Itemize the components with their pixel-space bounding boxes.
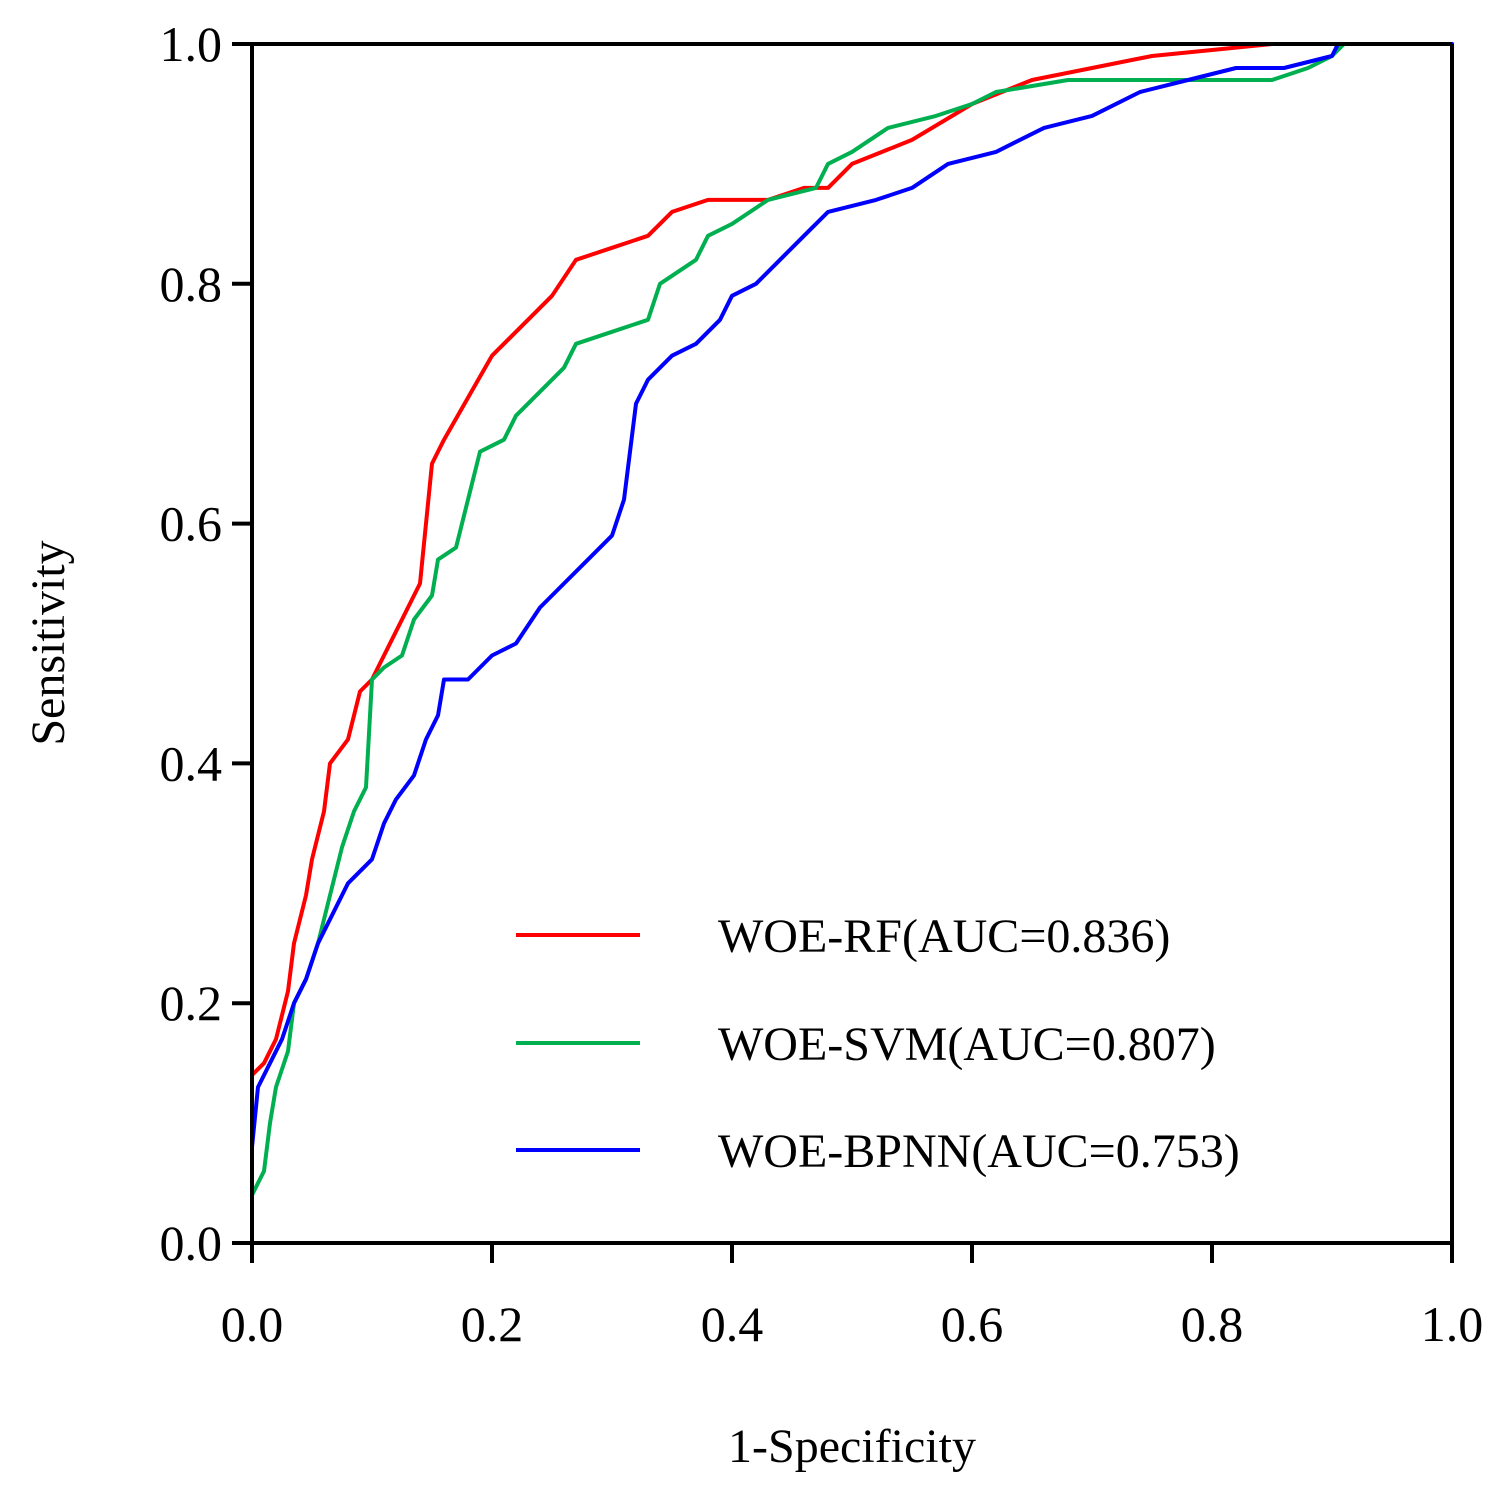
y-tick-label: 0.8: [160, 256, 223, 312]
x-tick-label: 0.2: [461, 1296, 524, 1352]
series-layer: [250, 42, 1454, 1245]
x-tick-label: 0.0: [221, 1296, 284, 1352]
x-tick-label: 0.4: [701, 1296, 764, 1352]
x-axis-title: 1-Specificity: [728, 1420, 976, 1473]
x-tick-label: 1.0: [1421, 1296, 1484, 1352]
y-tick-label: 0.2: [160, 975, 223, 1031]
series-line-2: [250, 42, 1454, 1245]
ticks-layer: 0.0 0.2 0.4 0.6 0.8 1.0 0.0 0.2 0.4 0.6 0.8 1.0: [160, 16, 1484, 1352]
x-tick-label: 0.8: [1181, 1296, 1244, 1352]
y-tick-label: 0.6: [160, 496, 223, 552]
legend-label-2: WOE-BPNN(AUC=0.753): [718, 1125, 1240, 1178]
legend-label-0: WOE-RF(AUC=0.836): [718, 910, 1170, 963]
y-axis-title: Sensitivity: [22, 540, 75, 745]
legend: WOE-RF(AUC=0.836) WOE-SVM(AUC=0.807) WOE-B…: [516, 910, 1240, 1178]
y-tick-label: 0.4: [160, 735, 223, 791]
legend-label-1: WOE-SVM(AUC=0.807): [718, 1018, 1216, 1071]
series-line-0: [250, 42, 1454, 1185]
y-tick-label: 1.0: [160, 16, 223, 72]
y-tick-label: 0.0: [160, 1215, 223, 1271]
axes-layer: [250, 42, 1454, 1245]
x-tick-label: 0.6: [941, 1296, 1004, 1352]
